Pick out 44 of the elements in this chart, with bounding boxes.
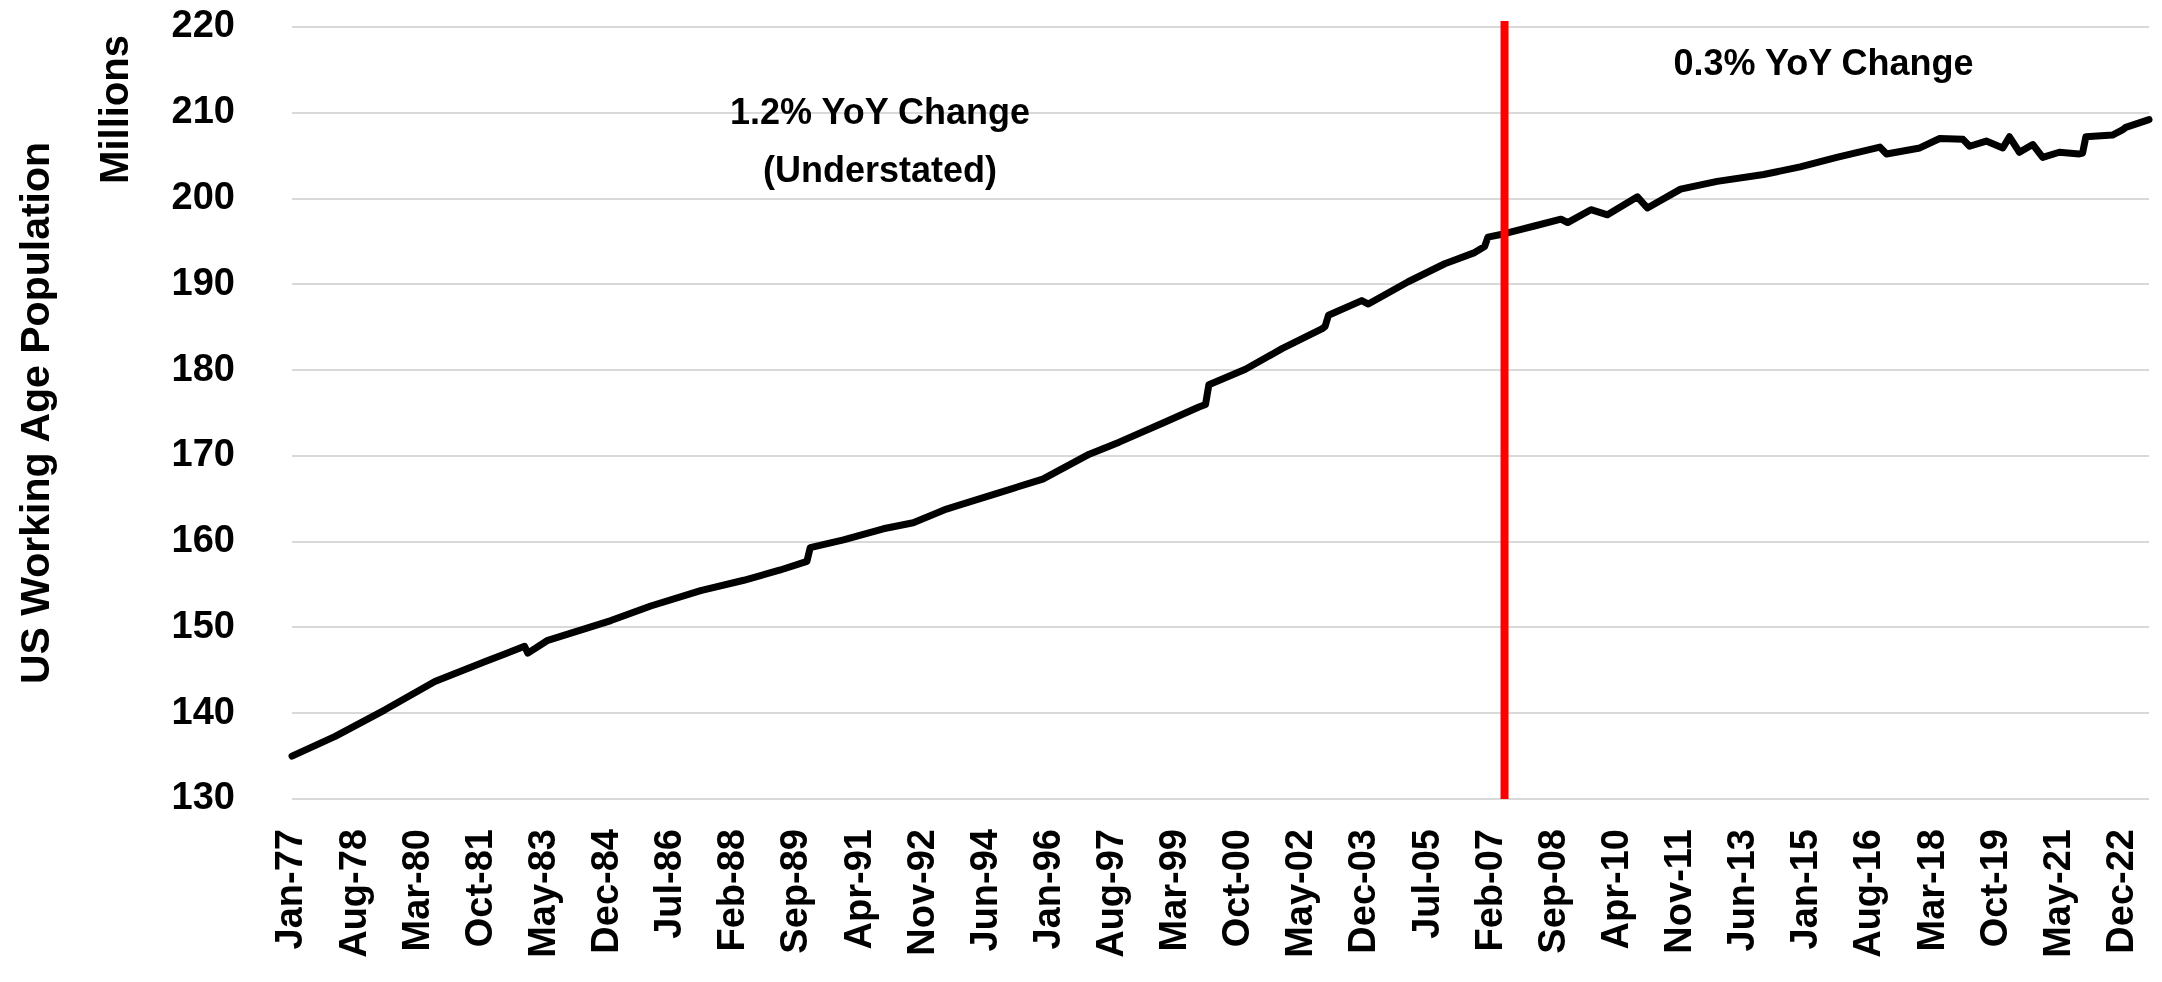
x-tick-label: Jan-77 (268, 829, 311, 950)
y-tick-label: 200 (171, 175, 235, 218)
x-tick-label: Aug-97 (1089, 829, 1132, 958)
x-tick-label: Aug-16 (1846, 829, 1889, 958)
x-tick-label: Apr-10 (1593, 829, 1636, 950)
y-tick-label: 170 (171, 432, 235, 475)
x-tick-label: Nov-11 (1657, 829, 1700, 954)
annotation: 1.2% YoY Change (Understated) (730, 91, 1031, 191)
y-tick-label: 130 (171, 775, 235, 818)
x-tick-label: Jan-96 (1025, 829, 1068, 950)
x-tick-label: Feb-88 (710, 829, 753, 952)
y-tick-label: 150 (171, 603, 235, 646)
y-tick-label: 220 (171, 3, 235, 46)
x-tick-label: Mar-80 (394, 829, 437, 952)
y-tick-label: 180 (171, 346, 235, 389)
x-tick-label: Jun-13 (1720, 829, 1763, 952)
x-tick-label: Mar-99 (1152, 829, 1195, 952)
x-tick-label: Apr-91 (836, 829, 879, 950)
x-tick-label: Sep-08 (1530, 829, 1573, 954)
y-tick-label: 210 (171, 89, 235, 132)
x-tick-label: Nov-92 (899, 829, 942, 956)
x-tick-label: Jul-86 (647, 829, 690, 939)
x-tick-label: Sep-89 (773, 829, 816, 954)
x-tick-label: Dec-03 (1341, 829, 1384, 954)
x-tick-label: Jun-94 (962, 829, 1005, 952)
y-tick-label: 140 (171, 689, 235, 732)
x-tick-label: Feb-07 (1467, 829, 1510, 952)
x-tick-label: Aug-78 (331, 829, 374, 958)
x-tick-label: Oct-00 (1215, 829, 1258, 948)
x-tick-label: Mar-18 (1909, 829, 1952, 952)
x-tick-label: Jul-05 (1404, 829, 1447, 939)
annotation: 0.3% YoY Change (1673, 41, 1974, 83)
x-tick-label: Oct-81 (457, 829, 500, 948)
text: Millions (92, 35, 137, 184)
x-tick-label: Dec-84 (584, 829, 627, 954)
x-tick-label: Jan-15 (1783, 829, 1826, 950)
x-tick-label: May-83 (520, 829, 563, 958)
y-tick-label: 190 (171, 260, 235, 303)
x-tick-label: Dec-22 (2098, 829, 2141, 954)
y-axis-title: US Working Age Population (11, 141, 58, 685)
x-tick-label: Oct-19 (1972, 829, 2015, 948)
x-tick-label: May-02 (1278, 829, 1321, 958)
y-tick-label: 160 (171, 518, 235, 561)
x-tick-label: May-21 (2035, 829, 2078, 958)
